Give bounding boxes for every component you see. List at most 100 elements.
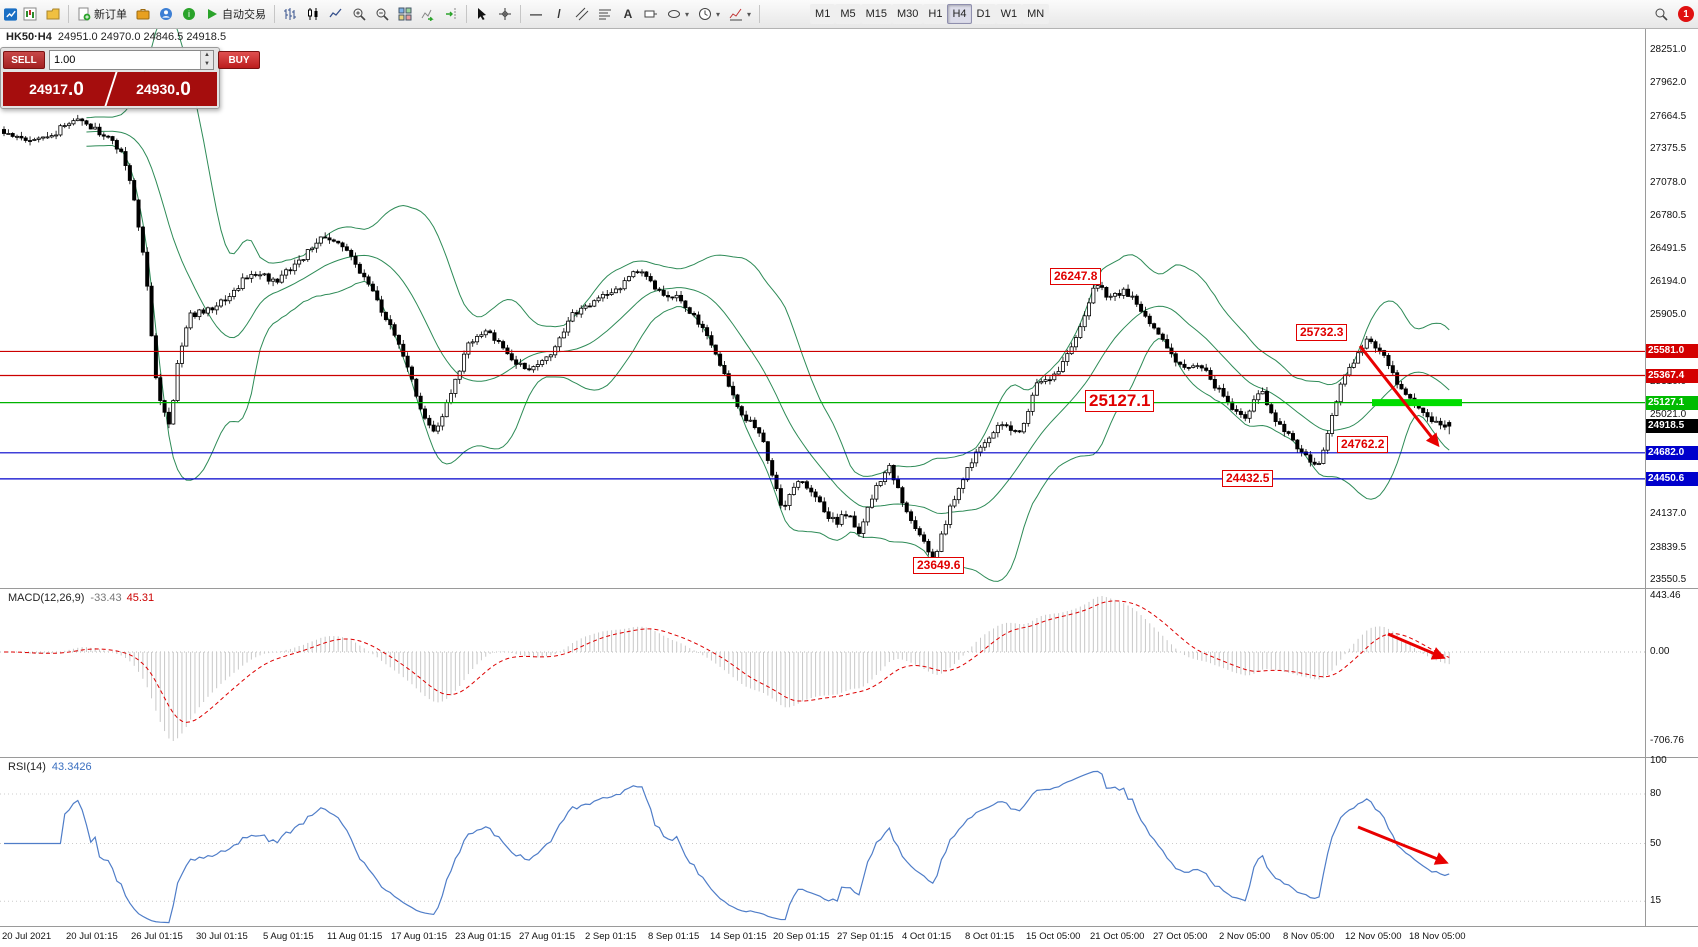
candle-body bbox=[349, 250, 354, 257]
candle-body bbox=[1199, 365, 1204, 369]
candle-body bbox=[1139, 303, 1144, 312]
candle-body bbox=[544, 356, 549, 362]
zoom-out-button[interactable] bbox=[371, 3, 393, 25]
volume-up-button[interactable]: ▲ bbox=[201, 51, 213, 60]
volume-stepper[interactable]: ▲ ▼ bbox=[49, 50, 214, 70]
chart-shift-button[interactable] bbox=[440, 3, 462, 25]
candle-body bbox=[1238, 410, 1243, 415]
tab-m1[interactable]: M1 bbox=[810, 4, 836, 24]
candle-body bbox=[1008, 425, 1013, 431]
candle-body bbox=[1000, 424, 1005, 427]
candle-body bbox=[401, 343, 406, 357]
trend-arrow[interactable] bbox=[1387, 632, 1446, 660]
auto-trading-button[interactable]: 自动交易 bbox=[201, 3, 270, 25]
pane-separator[interactable] bbox=[0, 756, 1698, 759]
candle-body bbox=[422, 408, 427, 419]
candle-body bbox=[822, 501, 827, 513]
bars-mode-button[interactable] bbox=[279, 3, 301, 25]
candle-body bbox=[1182, 363, 1187, 368]
candle-body bbox=[488, 330, 493, 334]
new-order-button[interactable]: 新订单 bbox=[73, 3, 131, 25]
tile-windows-button[interactable] bbox=[394, 3, 416, 25]
candle-body bbox=[509, 353, 514, 361]
toolbox-button[interactable] bbox=[132, 3, 154, 25]
candle-body bbox=[813, 491, 818, 498]
rsi-name: RSI(14) bbox=[8, 761, 46, 773]
pane-separator[interactable] bbox=[0, 587, 1698, 590]
volume-down-button[interactable]: ▼ bbox=[201, 60, 213, 69]
tab-d1[interactable]: D1 bbox=[971, 4, 996, 24]
candle-body bbox=[1060, 361, 1065, 372]
toolbar-separator bbox=[520, 5, 521, 23]
new-chart-button[interactable] bbox=[19, 3, 41, 25]
notifications-badge[interactable]: 1 bbox=[1678, 6, 1694, 22]
sell-price[interactable]: 24917.0 bbox=[3, 72, 110, 106]
candle-body bbox=[101, 134, 106, 137]
crosshair-button[interactable] bbox=[494, 3, 516, 25]
candle-body bbox=[913, 520, 918, 530]
tab-m30[interactable]: M30 bbox=[892, 4, 924, 24]
profiles-button[interactable] bbox=[42, 3, 64, 25]
label-button[interactable] bbox=[640, 3, 662, 25]
tab-mn[interactable]: MN bbox=[1022, 4, 1050, 24]
chart-shift-icon bbox=[444, 7, 458, 21]
horizontal-line-icon: — bbox=[530, 7, 542, 21]
market-watch-button[interactable] bbox=[155, 3, 177, 25]
candle-body bbox=[679, 294, 684, 302]
buy-button[interactable]: BUY bbox=[218, 51, 260, 69]
indicators-button[interactable]: ▾ bbox=[725, 3, 755, 25]
support-zone[interactable] bbox=[1372, 399, 1462, 407]
candle-body bbox=[54, 134, 59, 137]
sell-button[interactable]: SELL bbox=[3, 51, 45, 69]
trend-arrow[interactable] bbox=[1358, 345, 1440, 448]
trend-arrow[interactable] bbox=[1357, 825, 1449, 865]
chart-title: HK50·H4 24951.0 24970.0 24846.5 24918.5 bbox=[6, 31, 226, 43]
horizontal-line-button[interactable]: — bbox=[525, 3, 547, 25]
candle-body bbox=[75, 118, 80, 122]
candle-body bbox=[518, 362, 523, 365]
candle-body bbox=[648, 276, 653, 282]
candle-body bbox=[626, 276, 631, 282]
tab-m5[interactable]: M5 bbox=[835, 4, 861, 24]
candle-body bbox=[1442, 424, 1447, 428]
candle-body bbox=[336, 240, 341, 244]
toolbar-separator bbox=[274, 5, 275, 23]
zoom-out-icon bbox=[375, 7, 389, 21]
fibonacci-button[interactable] bbox=[594, 3, 616, 25]
candle-body bbox=[535, 364, 540, 367]
candle-body bbox=[956, 488, 961, 501]
candle-body bbox=[1147, 315, 1152, 325]
candle-body bbox=[19, 135, 24, 139]
candle-body bbox=[1152, 323, 1157, 329]
candle-body bbox=[210, 307, 215, 311]
candles-mode-button[interactable] bbox=[302, 3, 324, 25]
candle-body bbox=[1178, 361, 1183, 365]
candle-body bbox=[961, 479, 966, 489]
text-button[interactable]: A bbox=[617, 3, 639, 25]
tab-h4[interactable]: H4 bbox=[947, 4, 972, 24]
candle-body bbox=[557, 337, 562, 348]
zoom-in-button[interactable] bbox=[348, 3, 370, 25]
tab-m15[interactable]: M15 bbox=[860, 4, 893, 24]
candle-body bbox=[1390, 365, 1395, 374]
line-mode-button[interactable] bbox=[325, 3, 347, 25]
tab-w1[interactable]: W1 bbox=[995, 4, 1023, 24]
macd-value-main: -33.43 bbox=[90, 592, 122, 604]
trendline-button[interactable]: / bbox=[548, 3, 570, 25]
shapes-button[interactable]: ▾ bbox=[663, 3, 693, 25]
auto-scroll-button[interactable] bbox=[417, 3, 439, 25]
one-click-trading-panel[interactable]: SELL ▲ ▼ BUY 24917.0 24930.0 bbox=[0, 47, 260, 109]
candle-body bbox=[1117, 293, 1122, 296]
cursor-button[interactable] bbox=[471, 3, 493, 25]
volume-input[interactable] bbox=[50, 51, 200, 69]
trendline-icon: / bbox=[557, 7, 561, 21]
search-button[interactable] bbox=[1650, 3, 1672, 25]
candle-body bbox=[982, 442, 987, 448]
chart-symbol: HK50·H4 bbox=[6, 31, 52, 43]
tab-h1[interactable]: H1 bbox=[923, 4, 948, 24]
buy-price[interactable]: 24930.0 bbox=[110, 72, 217, 106]
periods-button[interactable]: ▾ bbox=[694, 3, 724, 25]
channel-button[interactable] bbox=[571, 3, 593, 25]
help-button[interactable]: i bbox=[178, 3, 200, 25]
